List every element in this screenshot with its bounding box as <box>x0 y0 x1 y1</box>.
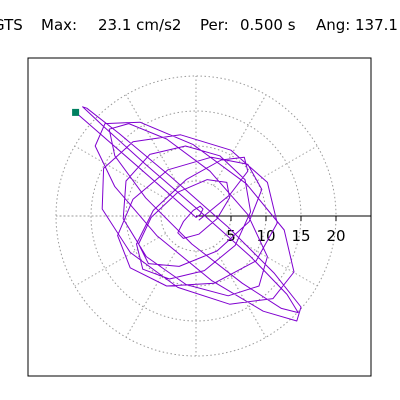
x-tick-label-15: 15 <box>291 227 310 245</box>
station-code: GTS <box>0 16 23 34</box>
grid-spoke-330 <box>226 233 318 287</box>
marker-layer <box>72 108 80 116</box>
x-tick-label-20: 20 <box>326 227 345 245</box>
period-label: Per: <box>200 16 229 34</box>
header-bar: GTS Max: 23.1 cm/s2 Per: 0.500 s Ang: 13… <box>0 16 400 42</box>
angle-value: 137.1 <box>355 16 398 34</box>
grid-spoke-60 <box>213 94 267 186</box>
x-tick-label-5: 5 <box>226 227 236 245</box>
period-value: 0.500 s <box>240 16 296 34</box>
x-axis: 5 10 15 20 <box>196 215 371 245</box>
grid-spoke-210 <box>74 233 166 287</box>
x-tick-label-10: 10 <box>256 227 275 245</box>
plot-frame <box>27 57 372 377</box>
max-label: Max: <box>41 16 78 34</box>
series-line-1 <box>75 106 302 322</box>
angle-label: Ang: <box>316 16 351 34</box>
grid-spoke-150 <box>74 145 166 199</box>
grid-spoke-240 <box>125 246 179 338</box>
grid-spoke-120 <box>125 94 179 186</box>
start-marker <box>72 108 80 116</box>
grid-spoke-30 <box>226 145 318 199</box>
max-value: 23.1 cm/s2 <box>98 16 182 34</box>
trace-layer <box>75 106 302 322</box>
